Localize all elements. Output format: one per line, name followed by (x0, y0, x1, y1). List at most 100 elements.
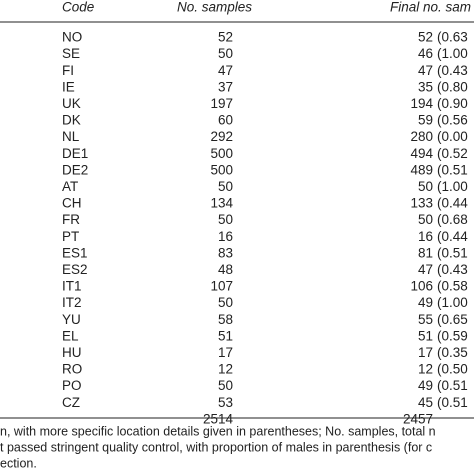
code: CH (62, 196, 82, 211)
final: 45 (418, 395, 433, 410)
proportion: (0.44 (437, 196, 468, 211)
proportion: (0.00 (437, 129, 468, 144)
final: 81 (418, 245, 433, 260)
final: 494 (410, 146, 433, 161)
proportion: (1.00 (437, 46, 468, 61)
final: 47 (418, 63, 433, 78)
code: PO (62, 378, 82, 393)
proportion: (0.51 (437, 162, 468, 177)
samples: 12 (218, 362, 233, 377)
proportion: (0.52 (437, 146, 468, 161)
proportion: (0.43 (437, 262, 468, 277)
header-code: Code (62, 0, 94, 15)
final: 46 (418, 46, 433, 61)
samples: 50 (218, 212, 233, 227)
final: 49 (418, 378, 433, 393)
samples: 50 (218, 378, 233, 393)
proportion: (1.00 (437, 295, 468, 310)
proportion: (0.65 (437, 312, 468, 327)
footnote: t passed stringent quality control, with… (0, 440, 432, 454)
final: 12 (418, 362, 433, 377)
code: IT2 (62, 295, 82, 310)
samples: 16 (218, 229, 233, 244)
samples: 83 (218, 245, 233, 260)
proportion: (0.50 (437, 362, 468, 377)
code: AT (62, 179, 78, 194)
final: 17 (418, 345, 433, 360)
total-samples: 2514 (203, 411, 234, 426)
code: PT (62, 229, 79, 244)
final: 16 (418, 229, 433, 244)
code: NO (62, 30, 82, 45)
samples: 500 (210, 162, 233, 177)
samples: 47 (218, 63, 233, 78)
proportion: (0.68 (437, 212, 468, 227)
samples: 197 (210, 96, 233, 111)
final: 59 (418, 113, 433, 128)
samples: 50 (218, 295, 233, 310)
samples: 50 (218, 179, 233, 194)
samples: 52 (218, 30, 233, 45)
code: RO (62, 362, 82, 377)
code: IT1 (62, 279, 82, 294)
final: 50 (418, 212, 433, 227)
samples: 48 (218, 262, 233, 277)
total-final: 2457 (403, 411, 433, 426)
proportion: (0.90 (437, 96, 468, 111)
code: EL (62, 328, 79, 343)
final: 49 (418, 295, 433, 310)
code: UK (62, 96, 81, 111)
samples: 37 (218, 79, 233, 94)
code: NL (62, 129, 80, 144)
final: 51 (418, 328, 433, 343)
code: DK (62, 113, 81, 128)
code: ES2 (62, 262, 88, 277)
code: FR (62, 212, 80, 227)
proportion: (0.58 (437, 279, 468, 294)
code: IE (62, 79, 75, 94)
samples: 50 (218, 46, 233, 61)
final: 55 (418, 312, 433, 327)
final: 280 (410, 129, 433, 144)
proportion: (0.43 (437, 63, 468, 78)
proportion: (0.35 (437, 345, 468, 360)
samples: 58 (218, 312, 233, 327)
code: FI (62, 63, 74, 78)
code: DE2 (62, 162, 88, 177)
proportion: (0.51 (437, 378, 468, 393)
proportion: (0.63 (437, 30, 468, 45)
samples: 60 (218, 113, 233, 128)
code: HU (62, 345, 82, 360)
proportion: (0.51 (437, 245, 468, 260)
code: YU (62, 312, 81, 327)
final: 52 (418, 30, 433, 45)
final: 50 (418, 179, 433, 194)
code: DE1 (62, 146, 88, 161)
header-samples: No. samples (177, 0, 252, 15)
samples: 292 (210, 129, 233, 144)
final: 35 (418, 79, 433, 94)
final: 194 (410, 96, 433, 111)
samples: 51 (218, 328, 233, 343)
proportion: (0.56 (437, 113, 468, 128)
proportion: (0.51 (437, 395, 468, 410)
footnote: n, with more specific location details g… (0, 424, 436, 438)
samples: 134 (210, 196, 233, 211)
proportion: (0.59 (437, 328, 468, 343)
proportion: (1.00 (437, 179, 468, 194)
samples: 53 (218, 395, 233, 410)
final: 489 (410, 162, 433, 177)
samples: 107 (210, 279, 233, 294)
proportion: (0.80 (437, 79, 468, 94)
samples: 500 (210, 146, 233, 161)
final: 47 (418, 262, 433, 277)
header-final: Final no. sam (390, 0, 471, 15)
final: 133 (410, 196, 433, 211)
final: 106 (410, 279, 433, 294)
code: ES1 (62, 245, 88, 260)
samples: 17 (218, 345, 233, 360)
code: CZ (62, 395, 80, 410)
footnote: ection. (0, 456, 37, 470)
proportion: (0.44 (437, 229, 468, 244)
